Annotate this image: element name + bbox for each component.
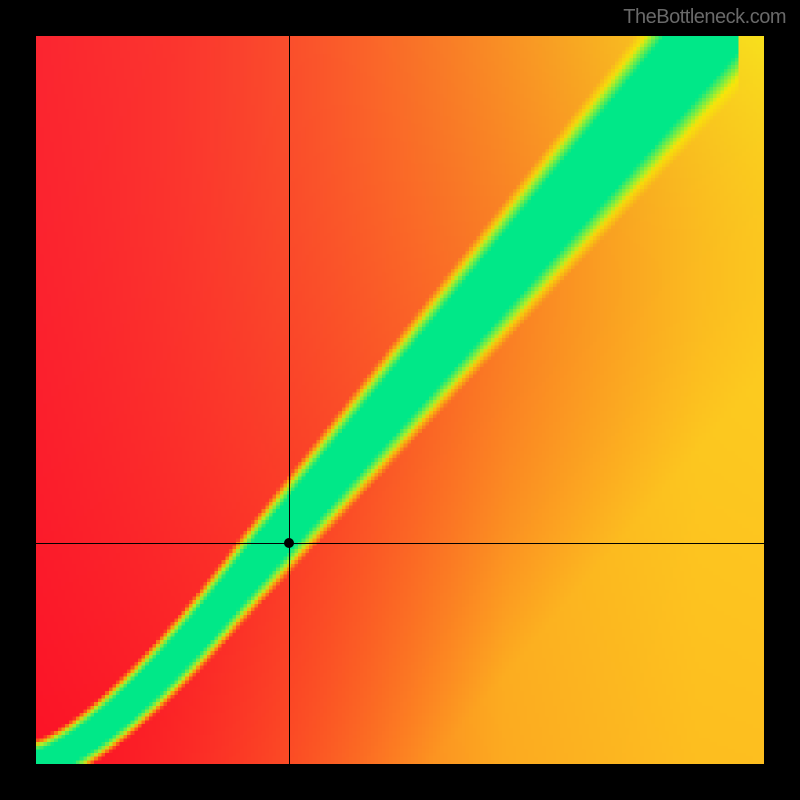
crosshair-horizontal: [36, 543, 764, 544]
crosshair-vertical: [289, 36, 290, 764]
crosshair-marker: [284, 538, 294, 548]
heatmap-canvas: [36, 36, 764, 764]
attribution-text: TheBottleneck.com: [623, 6, 786, 29]
heatmap-plot: [36, 36, 764, 764]
